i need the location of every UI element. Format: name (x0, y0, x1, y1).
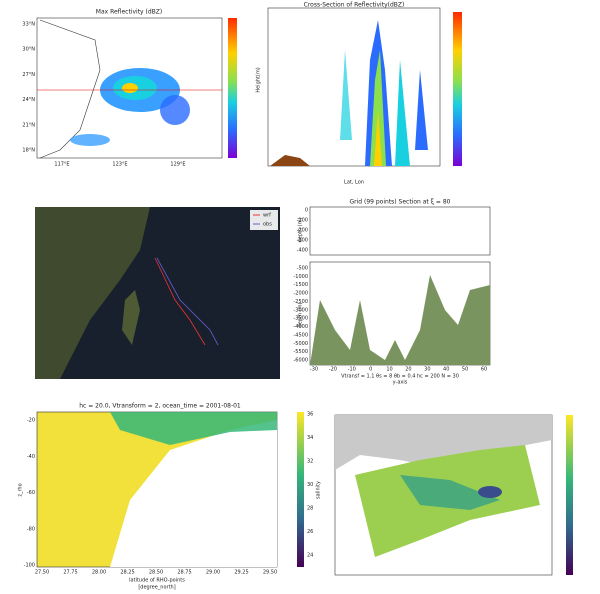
y-tick-label: 33°N (22, 22, 35, 28)
y-tick-label: -80 (27, 526, 35, 532)
y-tick-label: 26 (307, 529, 313, 535)
x-tick-label: 30 (424, 367, 430, 373)
x-tick-label: 28.25 (120, 570, 134, 576)
x-tick-label: 60 (481, 367, 487, 373)
y-tick-label: -1000 (293, 274, 308, 280)
x-tick-label: 129°E (170, 162, 185, 168)
x-tick-label: 27.75 (63, 570, 77, 576)
y-tick-label: 30 (307, 482, 313, 488)
y-tick-label: -100 (24, 563, 35, 569)
y-tick-label: 0 (305, 208, 308, 214)
y-tick-label: -6000 (293, 358, 308, 364)
y-tick-label: 18°N (22, 148, 35, 154)
y-tick-label: 36 (307, 412, 313, 418)
y-label: depth (m) (298, 302, 304, 327)
y-tick-label: -5500 (293, 349, 308, 355)
title: Grid (99 points) Section at ξ = 80 (349, 199, 450, 206)
y-tick-label: -4500 (293, 332, 308, 338)
x-label: y-axis (393, 380, 408, 386)
y-tick-label: 24°N (22, 97, 35, 103)
x-tick-label: -30 (310, 367, 318, 373)
x-tick-label: 123°E (112, 162, 127, 168)
y-tick-label: -300 (297, 238, 308, 244)
y-label: z_rho (18, 483, 24, 496)
y-tick-label: -1500 (293, 282, 308, 288)
x-tick-label: 50 (462, 367, 468, 373)
title: Max Reflectivity (dBZ) (96, 9, 162, 16)
x-tick-label: 0 (369, 367, 372, 373)
y-tick-label: 27°N (22, 72, 35, 78)
legend-label: wrf (263, 213, 271, 219)
x-tick-label: -20 (329, 367, 337, 373)
x-unit: [degree_north] (138, 585, 175, 591)
y-label: Height(m) (256, 67, 262, 92)
y-tick-label: -5000 (293, 341, 308, 347)
y-tick-label: -3000 (293, 307, 308, 313)
panel-grid-section: Grid (99 points) Section at ξ = 80 depth… (298, 199, 491, 386)
title: Cross-Section of Reflectivity(dBZ) (304, 2, 405, 9)
x-label: Lat, Lon (344, 180, 364, 186)
y-tick-label: -200 (297, 228, 308, 234)
y-tick-label: -4000 (293, 324, 308, 330)
y-tick-label: 34 (307, 435, 313, 441)
x-tick-label: -10 (348, 367, 356, 373)
y-tick-label: -40 (27, 454, 35, 460)
x-tick-label: 29.50 (263, 570, 277, 576)
x-tick-label: 29.25 (234, 570, 248, 576)
y-tick-label: -500 (297, 266, 308, 272)
x-tick-label: 28.00 (92, 570, 106, 576)
panel-cross-section: Cross-Section of Reflectivity(dBZ) Lat, … (256, 2, 462, 186)
y-tick-label: 21°N (22, 122, 35, 128)
x-tick-label: 40 (443, 367, 449, 373)
y-tick-label: -100 (297, 218, 308, 224)
x-label: latitude of RHO-points (129, 578, 185, 584)
panel-reflectivity-map: Max Reflectivity (dBZ) (36, 9, 237, 159)
y-tick-label: 32 (307, 459, 313, 465)
y-tick-label: 24 (307, 553, 313, 559)
legend-label: obs (263, 222, 272, 228)
x-tick-label: 28.75 (177, 570, 191, 576)
tick-labels: 33°N 30°N 27°N 24°N 21°N 18°N 117°E 123°E 129°E 0… (22, 22, 487, 576)
x-tick-label: 10 (386, 367, 392, 373)
x-tick-label: 28.50 (149, 570, 163, 576)
y-tick-label: -400 (297, 248, 308, 254)
x-tick-label: 29.00 (206, 570, 220, 576)
y-tick-label: -2500 (293, 299, 308, 305)
footer: Vtransf = 1.1 θs = 8 θb = 0.4 hc = 200 N… (341, 374, 459, 380)
panel-salinity-section: hc = 20.0, Vtransform = 2, ocean_time = … (18, 403, 322, 591)
y-tick-label: -2000 (293, 291, 308, 297)
colorbar-label: salinity (316, 481, 322, 499)
y-tick-label: -60 (27, 490, 35, 496)
panel-satellite-track (35, 207, 280, 379)
panel-salinity-map (334, 414, 573, 576)
x-tick-label: 20 (405, 367, 411, 373)
y-tick-label: 28 (307, 506, 313, 512)
y-label: depth (m) (298, 217, 304, 242)
y-tick-label: -20 (27, 418, 35, 424)
y-tick-label: 30°N (22, 47, 35, 53)
x-tick-label: 117°E (54, 162, 69, 168)
title: hc = 20.0, Vtransform = 2, ocean_time = … (79, 403, 241, 410)
y-tick-label: -3500 (293, 316, 308, 322)
x-tick-label: 27.50 (35, 570, 49, 576)
